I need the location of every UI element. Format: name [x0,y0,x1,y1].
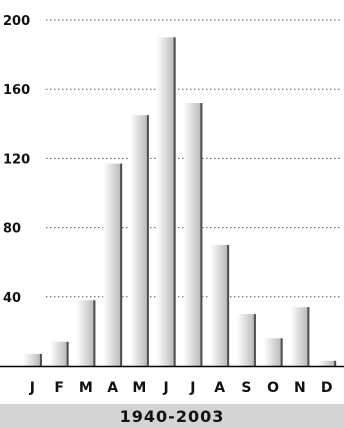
y-tick-label: 200 [3,14,30,29]
bar-10 [290,307,310,366]
gridlines [46,19,340,298]
x-category-label: D [321,380,333,396]
bar-shadow-2 [93,300,96,366]
y-axis-tick-labels: 40 80 120 160 200 [3,14,30,306]
bar-shadow-9 [280,338,283,366]
bar-shadow-11 [334,360,337,366]
bar-3 [103,163,123,366]
bar-9 [263,338,283,366]
bar-shadow-0 [39,353,42,366]
bars [22,37,337,367]
x-category-label: A [107,380,118,396]
period-label: 1940-2003 [119,406,225,426]
y-tick-label: 160 [3,83,30,98]
bar-4 [129,115,149,367]
bar-6 [183,103,203,366]
footer-bar: 1940-2003 [0,404,344,428]
y-tick-label: 120 [3,152,30,167]
bar-shadow-8 [253,314,256,366]
x-category-label: M [132,380,146,396]
x-category-label: J [163,380,169,396]
x-category-label: J [29,380,35,396]
bar-shadow-6 [200,103,203,366]
bar-shadow-7 [227,244,230,366]
bar-shadow-4 [146,115,149,367]
y-tick-label: 40 [3,291,21,306]
x-category-label: S [241,380,251,396]
bar-8 [236,314,256,366]
x-category-label: F [54,380,64,396]
x-category-label: M [79,380,93,396]
bar-11 [317,360,337,366]
x-category-label: A [214,380,225,396]
bar-0 [22,353,42,366]
bar-shadow-1 [66,341,69,366]
x-category-label: O [267,380,279,396]
bar-shadow-10 [307,307,310,366]
bar-shadow-3 [120,163,123,366]
bar-5 [156,37,176,367]
bar-7 [210,244,230,366]
bar-2 [76,300,96,366]
y-tick-label: 80 [3,222,21,237]
x-category-label: J [189,380,195,396]
bar-shadow-5 [173,37,176,367]
x-category-label: N [294,380,306,396]
bar-1 [49,341,69,366]
